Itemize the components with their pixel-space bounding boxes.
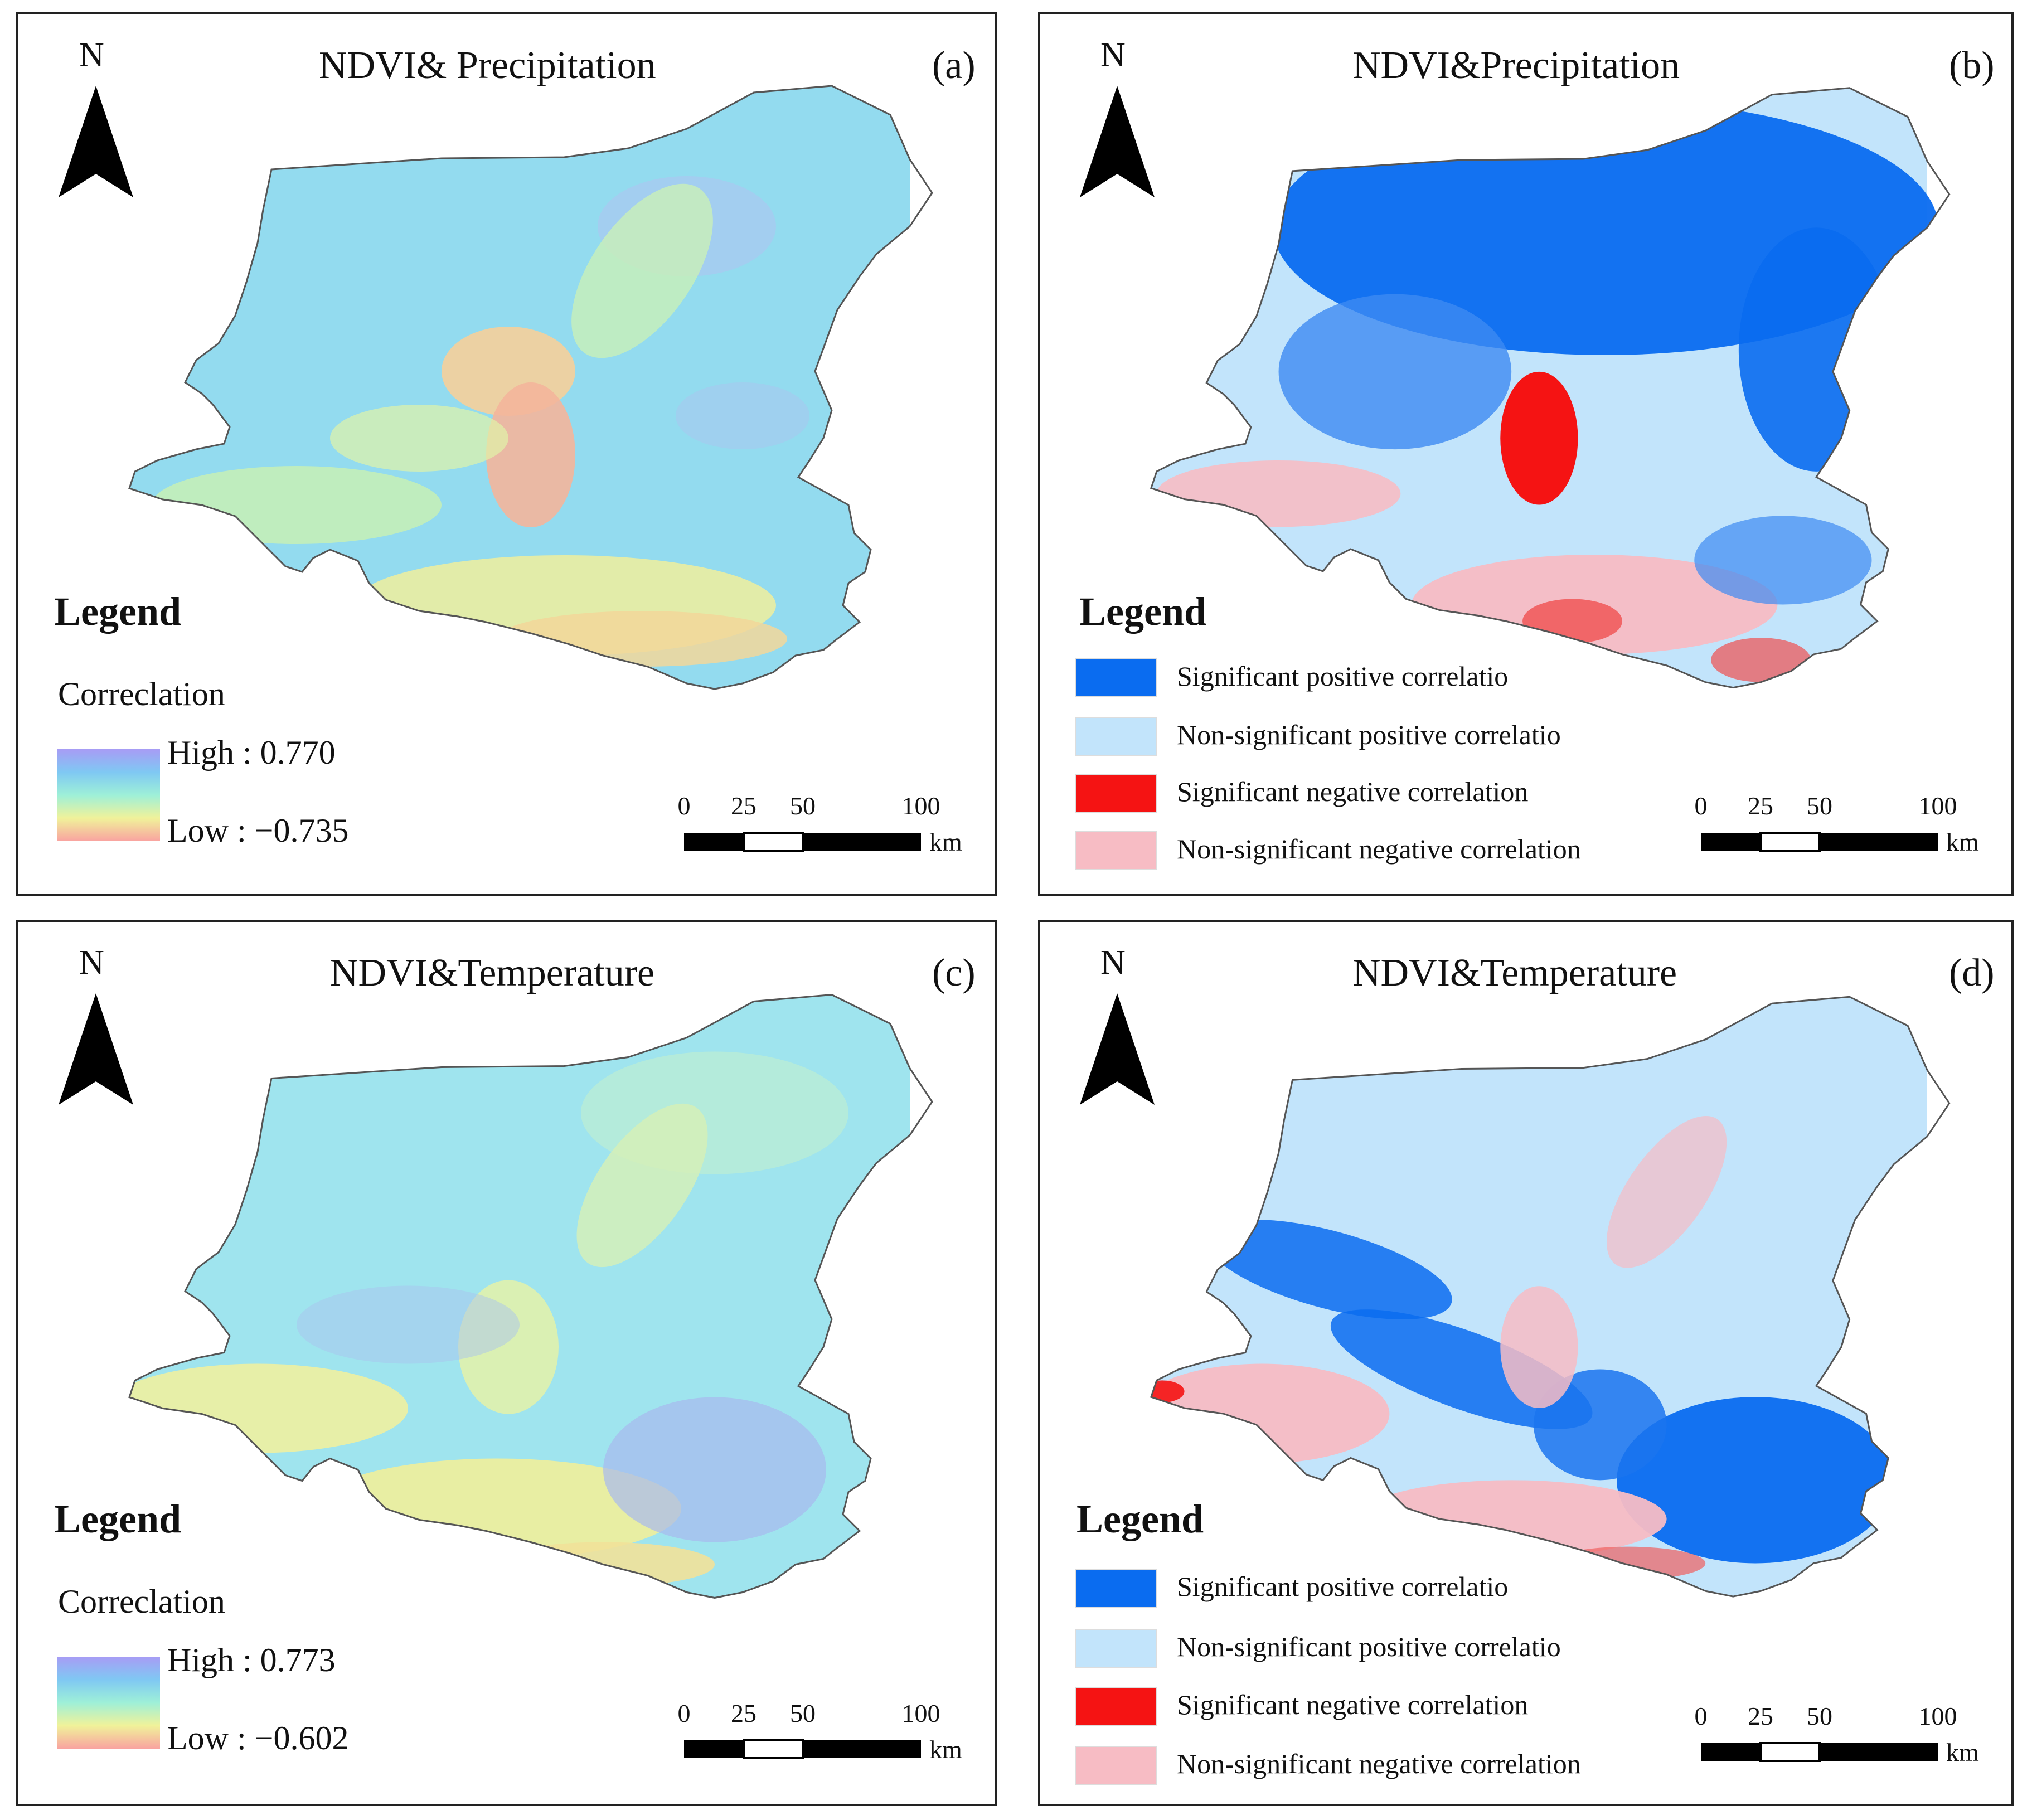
panel-d: N NDVI&Temperature (d) Legend Significan… — [1038, 920, 2014, 1806]
legend-class-label: Significant negative correlation — [1177, 1689, 1529, 1720]
legend-class-label: Non-significant negative correlation — [1177, 1748, 1581, 1779]
map-title: NDVI&Precipitation — [1352, 44, 1680, 87]
color-ramp — [57, 749, 160, 841]
legend-title: Legend — [1079, 589, 1207, 634]
ramp-label: Correclation — [58, 1583, 225, 1620]
legend-class-label: Significant positive correlatio — [1177, 661, 1509, 692]
scale-tick: 50 — [1807, 792, 1832, 820]
scale-tick: 100 — [1919, 1702, 1957, 1730]
legend-class-label: Non-significant negative correlation — [1177, 833, 1581, 865]
scale-tick: 0 — [678, 1699, 691, 1727]
map-ndvi-temperature-continuous — [128, 993, 933, 1599]
legend-swatch — [1075, 1629, 1157, 1668]
legend-swatch — [1075, 1569, 1157, 1608]
legend-swatch — [1075, 1746, 1157, 1785]
map-ndvi-precipitation-significance — [1150, 87, 1951, 689]
map-ndvi-temperature-significance — [1150, 996, 1951, 1598]
scale-unit: km — [1946, 1738, 1979, 1766]
map-title: NDVI&Temperature — [1352, 952, 1677, 994]
scale-tick: 50 — [1807, 1702, 1832, 1730]
legend-class-label: Significant positive correlatio — [1177, 1571, 1509, 1602]
map-title: NDVI&Temperature — [330, 952, 655, 994]
color-ramp — [57, 1657, 160, 1749]
legend-swatch — [1075, 831, 1157, 870]
scale-unit: km — [929, 828, 962, 856]
map-ndvi-precipitation-continuous — [128, 85, 933, 690]
scale-tick: 25 — [1748, 792, 1773, 820]
scale-tick: 25 — [731, 1699, 756, 1727]
panel-c: N NDVI&Temperature (c) Legend Correclati… — [16, 920, 997, 1806]
legend-class-label: Significant negative correlation — [1177, 776, 1529, 807]
scale-tick: 0 — [678, 792, 691, 820]
north-label: N — [1100, 944, 1126, 982]
scale-tick: 50 — [790, 1699, 816, 1727]
legend-class-label: Non-significant positive correlatio — [1177, 1631, 1561, 1662]
north-arrow-icon — [1080, 86, 1155, 197]
scale-unit: km — [1946, 828, 1979, 856]
legend-class-label: Non-significant positive correlatio — [1177, 719, 1561, 750]
panel-a: N NDVI& Precipitation (a) Legend Correcl… — [16, 12, 997, 896]
legend-swatch — [1075, 658, 1157, 697]
scale-bar: 0 25 50 100 km — [678, 792, 963, 856]
legend-swatch — [1075, 717, 1157, 756]
legend-swatch — [1075, 1687, 1157, 1726]
legend-title: Legend — [54, 1497, 182, 1541]
north-label: N — [79, 944, 104, 982]
north-arrow-icon — [59, 993, 133, 1105]
legend-title: Legend — [1076, 1497, 1204, 1541]
legend-swatch — [1075, 774, 1157, 813]
scale-bar: 0 25 50 100 km — [1695, 1702, 1980, 1766]
scale-bar: 0 25 50 100 km — [678, 1699, 963, 1764]
scale-tick: 25 — [1748, 1702, 1773, 1730]
ramp-high-label: High : 0.773 — [167, 1642, 336, 1678]
scale-tick: 25 — [731, 792, 756, 820]
scale-tick: 50 — [790, 792, 816, 820]
legend-title: Legend — [54, 589, 182, 634]
scale-unit: km — [929, 1735, 962, 1764]
scale-bar: 0 25 50 100 km — [1695, 792, 1980, 856]
ramp-label: Correclation — [58, 676, 225, 712]
north-arrow-icon — [59, 86, 133, 197]
scale-tick: 100 — [1919, 792, 1957, 820]
panel-label: (a) — [932, 44, 976, 87]
panel-label: (d) — [1949, 952, 1995, 994]
map-title: NDVI& Precipitation — [319, 44, 656, 87]
panel-b: N NDVI&Precipitation (b) Legend Signific… — [1038, 12, 2014, 896]
ramp-low-label: Low : −0.602 — [167, 1720, 349, 1756]
ramp-high-label: High : 0.770 — [167, 734, 336, 771]
ramp-low-label: Low : −0.735 — [167, 812, 349, 849]
panel-label: (b) — [1949, 44, 1995, 87]
north-label: N — [1100, 36, 1126, 74]
panel-label: (c) — [932, 952, 976, 994]
north-arrow-icon — [1080, 993, 1155, 1105]
scale-tick: 0 — [1695, 792, 1708, 820]
scale-tick: 100 — [902, 1699, 940, 1727]
scale-tick: 100 — [902, 792, 940, 820]
north-label: N — [79, 36, 104, 74]
scale-tick: 0 — [1695, 1702, 1708, 1730]
